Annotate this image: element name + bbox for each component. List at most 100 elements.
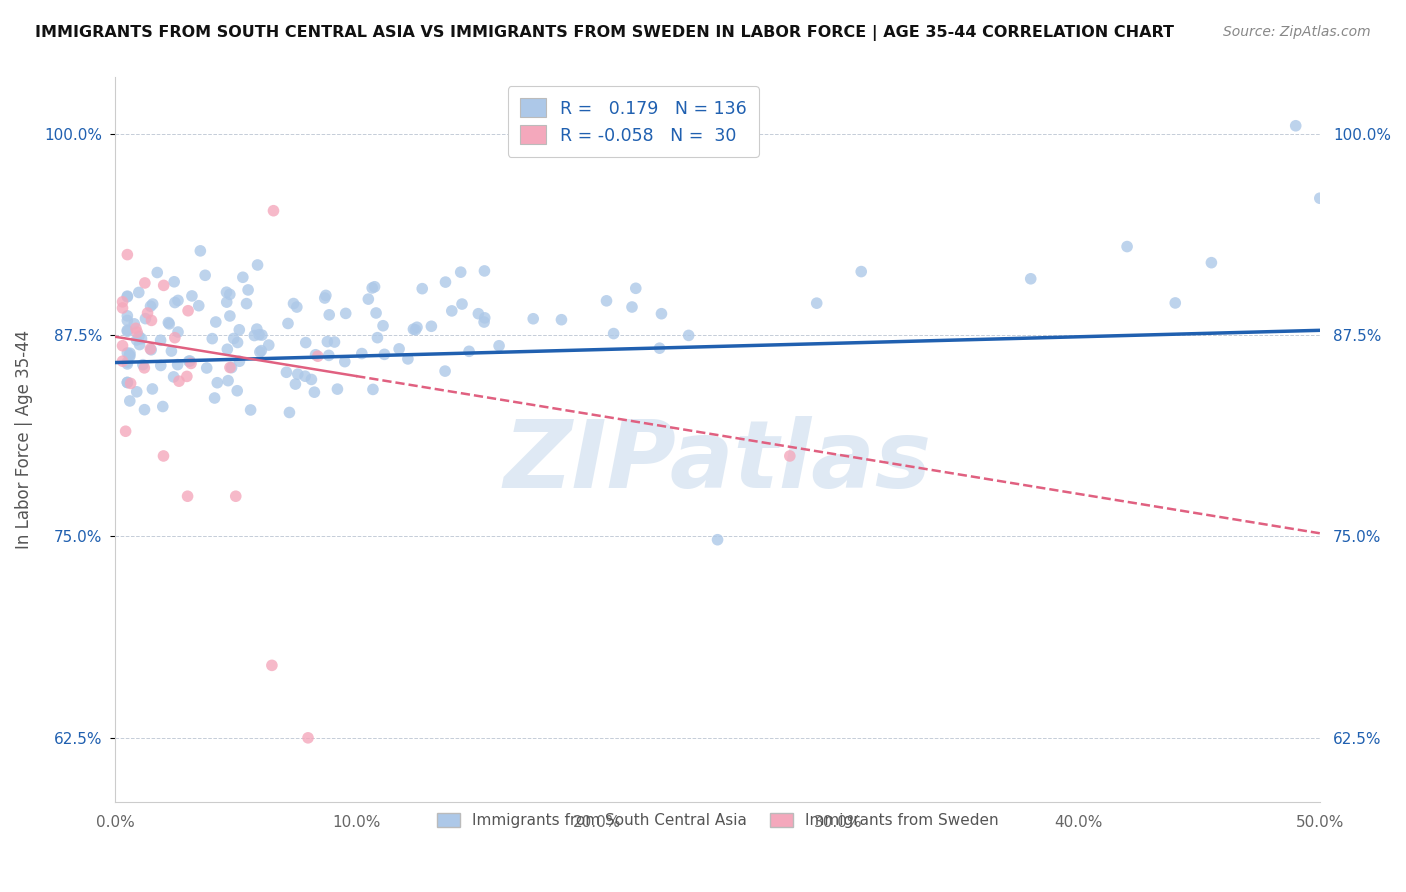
Point: [122, 317, 145, 331]
Point: [218, 287, 240, 301]
Point: [450, 265, 472, 279]
Point: [595, 293, 617, 308]
Point: [434, 275, 457, 289]
Point: [176, 489, 198, 503]
Point: [215, 285, 238, 300]
Point: [318, 308, 340, 322]
Point: [284, 377, 307, 392]
Point: [250, 328, 273, 343]
Point: [404, 323, 426, 337]
Point: [706, 533, 728, 547]
Point: [157, 316, 180, 330]
Point: [779, 449, 801, 463]
Point: [134, 311, 156, 326]
Point: [246, 322, 269, 336]
Point: [363, 279, 385, 293]
Point: [1309, 191, 1331, 205]
Point: [134, 402, 156, 417]
Point: [316, 334, 339, 349]
Point: [157, 317, 180, 331]
Point: [263, 203, 285, 218]
Point: [111, 301, 134, 315]
Point: [162, 370, 184, 384]
Point: [118, 349, 141, 363]
Point: [318, 348, 340, 362]
Point: [114, 424, 136, 438]
Point: [648, 341, 671, 355]
Point: [217, 374, 239, 388]
Point: [217, 343, 239, 357]
Point: [472, 315, 495, 329]
Point: [247, 327, 270, 342]
Point: [141, 382, 163, 396]
Point: [125, 384, 148, 399]
Point: [131, 332, 153, 346]
Point: [1285, 119, 1308, 133]
Point: [118, 348, 141, 362]
Point: [176, 369, 198, 384]
Point: [326, 382, 349, 396]
Point: [149, 359, 172, 373]
Point: [246, 258, 269, 272]
Point: [1164, 296, 1187, 310]
Point: [366, 331, 388, 345]
Point: [146, 266, 169, 280]
Point: [117, 376, 139, 390]
Point: [624, 281, 647, 295]
Point: [117, 324, 139, 338]
Legend: Immigrants from South Central Asia, Immigrants from Sweden: Immigrants from South Central Asia, Immi…: [430, 807, 1004, 835]
Point: [361, 383, 384, 397]
Text: Source: ZipAtlas.com: Source: ZipAtlas.com: [1223, 25, 1371, 39]
Point: [117, 313, 139, 327]
Point: [228, 354, 250, 368]
Point: [364, 306, 387, 320]
Point: [402, 322, 425, 336]
Point: [451, 297, 474, 311]
Point: [304, 348, 326, 362]
Point: [218, 309, 240, 323]
Point: [204, 315, 226, 329]
Point: [315, 288, 337, 302]
Point: [851, 264, 873, 278]
Point: [195, 361, 218, 376]
Point: [167, 325, 190, 339]
Point: [257, 338, 280, 352]
Point: [152, 400, 174, 414]
Point: [125, 333, 148, 347]
Point: [194, 268, 217, 283]
Point: [139, 342, 162, 356]
Point: [474, 264, 496, 278]
Point: [235, 296, 257, 310]
Point: [307, 349, 329, 363]
Point: [1201, 255, 1223, 269]
Point: [388, 342, 411, 356]
Point: [111, 354, 134, 368]
Point: [128, 329, 150, 343]
Point: [163, 331, 186, 345]
Point: [243, 328, 266, 343]
Point: [1116, 239, 1139, 253]
Point: [221, 360, 243, 375]
Point: [314, 291, 336, 305]
Point: [406, 320, 429, 334]
Point: [141, 343, 163, 357]
Point: [180, 356, 202, 370]
Point: [117, 357, 139, 371]
Point: [127, 325, 149, 339]
Point: [142, 297, 165, 311]
Point: [396, 351, 419, 366]
Point: [139, 299, 162, 313]
Point: [361, 281, 384, 295]
Text: IMMIGRANTS FROM SOUTH CENTRAL ASIA VS IMMIGRANTS FROM SWEDEN IN LABOR FORCE | AG: IMMIGRANTS FROM SOUTH CENTRAL ASIA VS IM…: [35, 25, 1174, 41]
Point: [128, 285, 150, 300]
Y-axis label: In Labor Force | Age 35-44: In Labor Force | Age 35-44: [15, 330, 32, 549]
Point: [236, 283, 259, 297]
Point: [222, 331, 245, 345]
Point: [167, 374, 190, 388]
Point: [117, 309, 139, 323]
Point: [467, 307, 489, 321]
Point: [278, 405, 301, 419]
Point: [117, 346, 139, 360]
Point: [297, 731, 319, 745]
Point: [118, 346, 141, 360]
